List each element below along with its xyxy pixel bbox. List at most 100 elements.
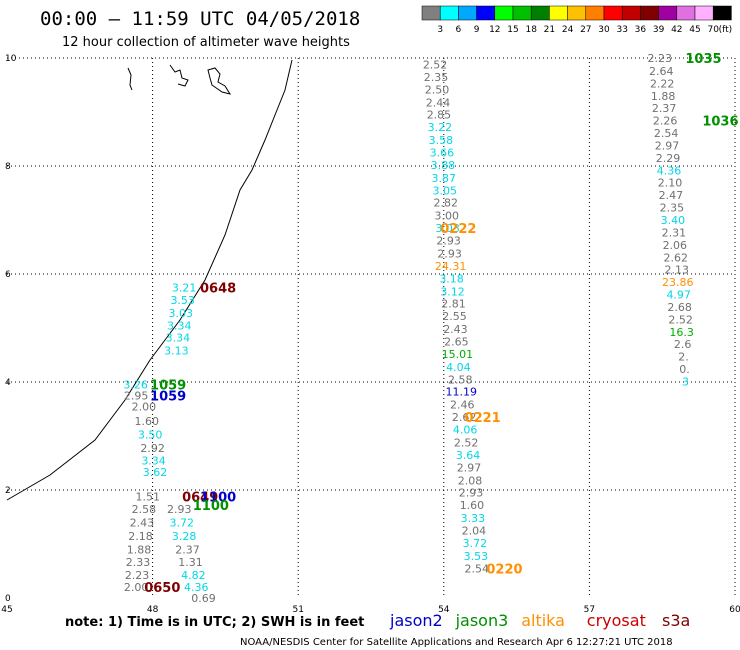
swh-value: 15.01 bbox=[442, 348, 474, 361]
swh-value: 3.53 bbox=[464, 550, 489, 563]
swh-value: 1.51 bbox=[135, 490, 160, 503]
colorbar-swatch bbox=[512, 5, 532, 21]
swh-value: 2.85 bbox=[427, 109, 452, 122]
footer-credit: NOAA/NESDIS Center for Satellite Applica… bbox=[240, 637, 673, 648]
colorbar-label: 30 bbox=[598, 25, 610, 35]
swh-value: 2.54 bbox=[654, 127, 679, 140]
swh-value: 2.58 bbox=[132, 503, 157, 516]
y-tick-label: 10 bbox=[5, 54, 17, 64]
chart-subtitle: 12 hour collection of altimeter wave hei… bbox=[62, 35, 350, 50]
colorbar-swatch bbox=[549, 5, 568, 21]
swh-value: 2.31 bbox=[662, 226, 687, 239]
swh-value: 3.62 bbox=[143, 466, 168, 479]
colorbar-swatch bbox=[494, 5, 514, 21]
x-tick-label: 57 bbox=[584, 605, 595, 615]
satellite-legend-jason2: jason2 bbox=[389, 611, 443, 630]
swh-value: 2.10 bbox=[658, 177, 683, 190]
x-tick-label: 54 bbox=[438, 605, 450, 615]
swh-value: 1.60 bbox=[460, 499, 485, 512]
satellite-legend: jason2 jason3 altika cryosat s3a bbox=[389, 611, 690, 630]
swh-value: 11.19 bbox=[446, 386, 478, 399]
swh-value: 4.36 bbox=[184, 581, 209, 594]
swh-value: 4.97 bbox=[666, 289, 691, 302]
satellite-legend-altika: altika bbox=[521, 611, 565, 630]
satellite-tracks: 2.522.352.502.442.853.223.583.663.883.87… bbox=[123, 52, 738, 605]
colorbar-label: 70 bbox=[707, 25, 719, 35]
swh-value: 2.50 bbox=[425, 83, 450, 96]
swh-value: 3.72 bbox=[463, 537, 488, 550]
pass-time-label: 1036 bbox=[702, 115, 738, 130]
swh-value: 2.33 bbox=[126, 556, 151, 569]
swh-value: 2.62 bbox=[452, 411, 477, 424]
swh-value: 2.97 bbox=[655, 139, 680, 152]
satellite-legend-jason3: jason3 bbox=[455, 611, 509, 630]
swh-value: 2.23 bbox=[125, 569, 150, 582]
y-tick-label: 0 bbox=[5, 594, 11, 604]
pass-time-label: 0649 bbox=[182, 490, 218, 505]
swh-value: 3.58 bbox=[429, 134, 454, 147]
swh-value: 3.53 bbox=[170, 294, 195, 307]
swh-value: 3.50 bbox=[138, 428, 163, 441]
coastline bbox=[6, 59, 293, 501]
swh-value: 2.00 bbox=[124, 581, 149, 594]
swh-value: 2. bbox=[678, 351, 689, 364]
colorbar-label: 42 bbox=[671, 25, 682, 35]
colorbar-swatch bbox=[603, 5, 623, 21]
track-d: 3.262.952.001.603.502.923.343.621.512.58… bbox=[123, 379, 236, 605]
colorbar-swatch bbox=[621, 5, 641, 21]
swh-value: 2.37 bbox=[652, 102, 677, 115]
swh-value: 3.34 bbox=[166, 332, 191, 345]
swh-value: 2.6 bbox=[674, 338, 692, 351]
swh-value: 16.3 bbox=[669, 326, 694, 339]
swh-value: 2.35 bbox=[424, 71, 449, 84]
pass-time-label: 0221 bbox=[465, 411, 501, 426]
pass-time-label: 1100 bbox=[200, 490, 236, 505]
swh-value: 3.64 bbox=[456, 449, 481, 462]
swh-value: 3.13 bbox=[164, 345, 189, 358]
swh-value: 2.93 bbox=[437, 247, 462, 260]
pass-time-label: 1059 bbox=[150, 379, 186, 394]
swh-value: 1.31 bbox=[178, 556, 203, 569]
colorbar-label: 21 bbox=[544, 25, 555, 35]
swh-value: 3 bbox=[682, 375, 689, 388]
swh-value: 2.13 bbox=[665, 264, 690, 277]
pass-time-label: 0222 bbox=[440, 222, 476, 237]
swh-value: 3.00 bbox=[434, 210, 459, 223]
pass-time-label: 0650 bbox=[144, 581, 180, 596]
swh-value: 2.52 bbox=[454, 436, 479, 449]
swh-value: 2.08 bbox=[458, 474, 483, 487]
colorbar-swatch bbox=[567, 5, 587, 21]
footer-note: note: 1) Time is in UTC; 2) SWH is in fe… bbox=[65, 615, 364, 630]
swh-value: 3.33 bbox=[461, 512, 486, 525]
colorbar-label: 27 bbox=[580, 25, 591, 35]
swh-value: 3.88 bbox=[431, 159, 456, 172]
track-b: 2.232.642.221.882.372.262.542.972.294.36… bbox=[648, 52, 739, 388]
swh-value: 2.43 bbox=[443, 323, 468, 336]
swh-value: 2.44 bbox=[426, 96, 451, 109]
colorbar-label: 39 bbox=[653, 25, 665, 35]
swh-value: 2.92 bbox=[140, 442, 165, 455]
swh-value: 2.82 bbox=[433, 197, 458, 210]
colorbar-label: 9 bbox=[474, 25, 480, 35]
pass-time-label: 1035 bbox=[685, 52, 721, 67]
colorbar-swatch bbox=[585, 5, 605, 21]
swh-value: 2.54 bbox=[465, 562, 490, 575]
swh-value: 3.18 bbox=[439, 272, 464, 285]
swh-value: 2.58 bbox=[448, 373, 473, 386]
swh-value: 2.23 bbox=[648, 52, 673, 65]
swh-value: 2.04 bbox=[462, 525, 487, 538]
x-tick-label: 45 bbox=[1, 605, 12, 615]
swh-value: 2.95 bbox=[124, 390, 149, 403]
satellite-legend-s3a: s3a bbox=[662, 611, 690, 630]
colorbar-label: (ft) bbox=[719, 25, 733, 35]
swh-value: 3.87 bbox=[432, 172, 457, 185]
swh-value: 2.64 bbox=[649, 65, 674, 78]
pass-time-label: 1100 bbox=[193, 499, 229, 514]
swh-value: 23.86 bbox=[662, 276, 694, 289]
swh-value: 2.43 bbox=[130, 516, 155, 529]
swh-value: 3.05 bbox=[433, 184, 458, 197]
swh-value: 3.28 bbox=[172, 530, 197, 543]
swh-value: 2.62 bbox=[664, 251, 689, 264]
colorbar-label: 45 bbox=[689, 25, 700, 35]
